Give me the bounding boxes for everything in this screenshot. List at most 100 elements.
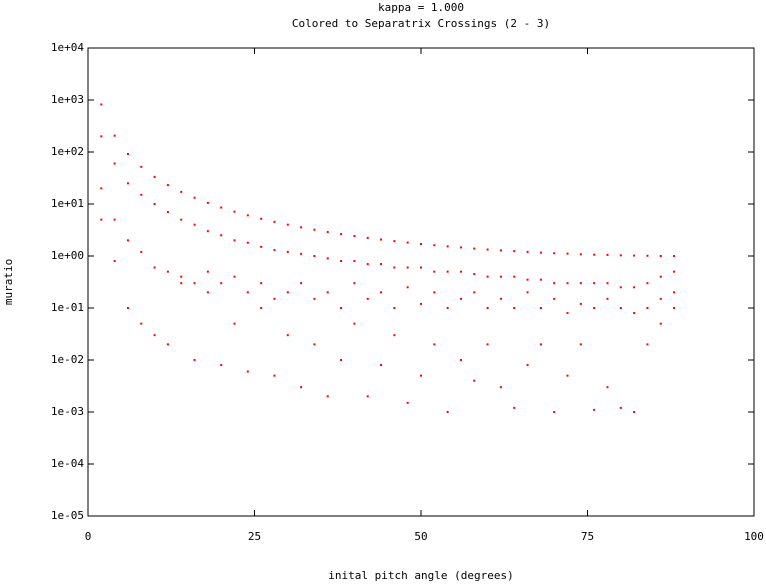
y-tick-label: 1e-05	[51, 509, 84, 522]
y-tick-label: 1e+02	[51, 145, 84, 158]
point	[326, 395, 329, 398]
point	[393, 266, 396, 269]
point	[593, 408, 596, 411]
point	[313, 255, 316, 257]
point	[513, 307, 516, 309]
point	[166, 184, 169, 187]
x-tick-label: 25	[248, 530, 261, 543]
point	[366, 236, 369, 239]
point	[633, 411, 636, 413]
point	[566, 374, 569, 377]
point	[353, 235, 356, 238]
point	[313, 297, 316, 300]
point	[233, 239, 236, 242]
point	[340, 233, 343, 236]
y-tick-label: 1e-01	[51, 301, 84, 314]
point	[539, 278, 542, 281]
point	[353, 260, 356, 263]
point	[300, 252, 303, 255]
point	[286, 223, 289, 226]
point	[593, 307, 596, 309]
point	[166, 270, 169, 273]
point	[206, 201, 209, 204]
point	[499, 275, 502, 278]
point	[220, 282, 223, 285]
point	[420, 243, 422, 246]
point	[100, 135, 103, 138]
point	[366, 297, 369, 300]
point	[673, 291, 676, 294]
point	[433, 270, 436, 273]
point	[300, 282, 303, 285]
point	[393, 334, 396, 337]
point	[420, 374, 422, 377]
point	[180, 190, 183, 193]
point	[286, 334, 289, 337]
y-tick-label: 1e+03	[51, 93, 84, 106]
point	[300, 226, 303, 229]
point	[513, 250, 516, 253]
point	[646, 307, 649, 309]
point	[420, 266, 422, 269]
point	[659, 255, 662, 257]
point	[459, 270, 462, 273]
x-tick-label: 50	[414, 530, 427, 543]
point	[366, 263, 369, 266]
point	[153, 203, 156, 205]
point	[220, 364, 223, 367]
point	[633, 312, 636, 315]
point	[606, 297, 609, 300]
point	[286, 291, 289, 294]
point	[446, 307, 449, 309]
point	[140, 250, 143, 253]
point	[606, 386, 609, 389]
point	[246, 241, 249, 244]
point	[539, 251, 542, 254]
point	[126, 153, 129, 156]
point	[260, 245, 263, 248]
point	[300, 386, 303, 389]
point	[273, 297, 276, 300]
point	[553, 411, 556, 413]
point	[100, 187, 103, 190]
point	[473, 379, 476, 382]
point	[193, 196, 196, 199]
point	[526, 364, 529, 367]
point	[340, 359, 343, 361]
point	[113, 260, 116, 263]
y-tick-label: 1e+01	[51, 197, 84, 210]
point	[380, 263, 383, 266]
x-axis-label: inital pitch angle (degrees)	[328, 569, 513, 582]
point	[140, 165, 143, 168]
plot-frame	[87, 47, 755, 517]
point	[539, 307, 542, 309]
point	[326, 257, 329, 260]
point	[100, 103, 103, 106]
point	[246, 291, 249, 294]
point	[459, 297, 462, 300]
y-tick-label: 1e-02	[51, 353, 84, 366]
point	[233, 210, 236, 213]
point	[140, 322, 143, 325]
point	[499, 386, 502, 389]
point	[579, 253, 582, 256]
point	[553, 282, 556, 285]
point	[606, 253, 609, 256]
point	[193, 223, 196, 226]
point	[553, 297, 556, 300]
point	[260, 282, 263, 285]
point	[433, 291, 436, 294]
point	[459, 359, 462, 361]
point	[566, 282, 569, 285]
point	[380, 364, 383, 367]
point	[513, 406, 516, 409]
point	[166, 211, 169, 214]
point	[526, 278, 529, 281]
point	[459, 246, 462, 249]
point	[486, 343, 489, 346]
point	[593, 253, 596, 256]
point	[633, 254, 636, 257]
point	[126, 182, 129, 185]
point	[486, 275, 489, 278]
point	[646, 282, 649, 285]
